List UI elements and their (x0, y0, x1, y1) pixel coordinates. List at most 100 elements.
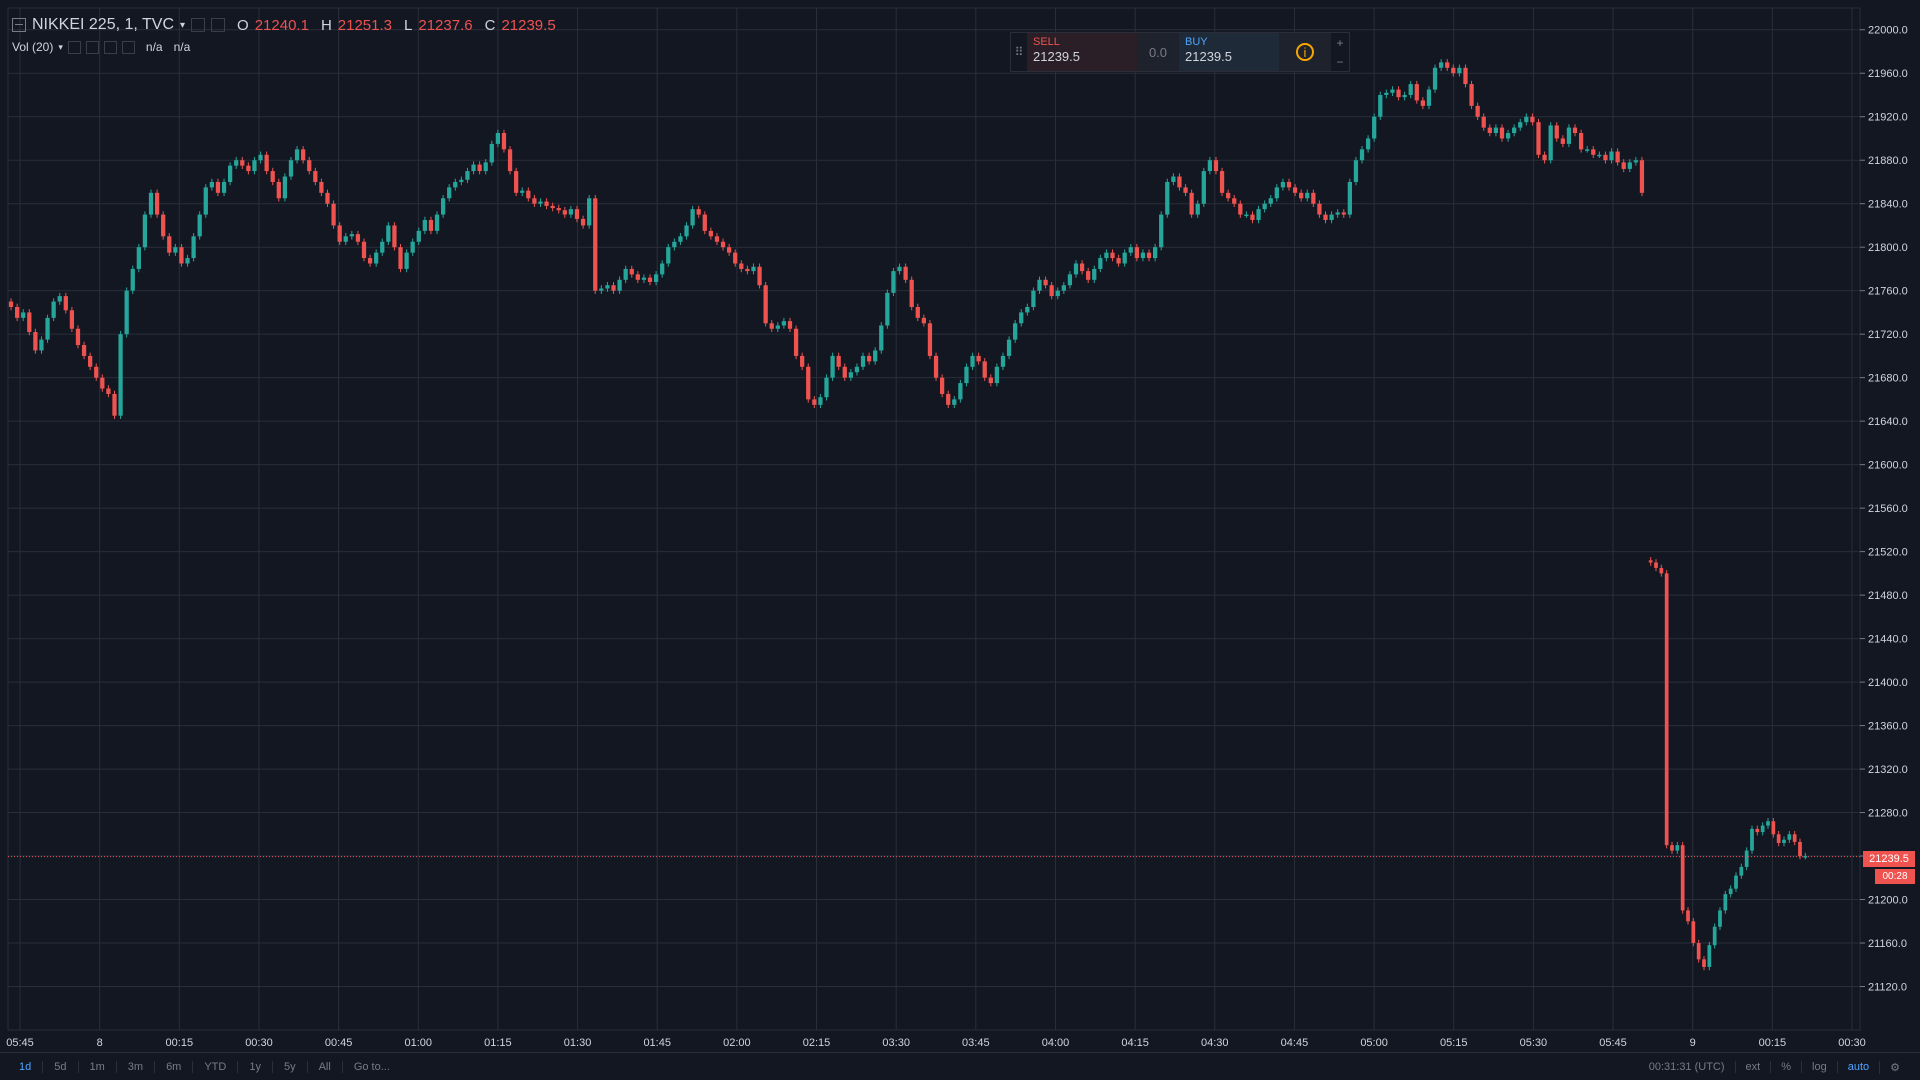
candle-body (1116, 258, 1121, 264)
candle-body (1542, 154, 1547, 161)
x-tick-label: 02:15 (803, 1037, 831, 1049)
volume-label[interactable]: Vol (20) (12, 40, 54, 54)
candle-body (1359, 149, 1365, 161)
candle-body (325, 192, 330, 204)
candle-body (1159, 214, 1164, 248)
candle-body (672, 241, 677, 248)
close-icon[interactable] (121, 40, 135, 54)
candle-body (1268, 198, 1273, 204)
candle-body (313, 171, 318, 182)
candle-body (1445, 62, 1450, 68)
candle-body (301, 149, 306, 161)
candle-body (909, 279, 914, 307)
candle-body (1286, 181, 1292, 188)
candle-body (1384, 92, 1389, 95)
candle-body (1207, 160, 1213, 172)
candle-body (1426, 89, 1432, 106)
candle-body (246, 165, 251, 172)
candle-body (240, 160, 245, 166)
symbol-title[interactable]: NIKKEI 225, 1, TVC (32, 16, 174, 33)
eye-icon[interactable] (191, 18, 206, 32)
candle-body (605, 285, 610, 289)
candle-body (885, 292, 890, 326)
candle-body (307, 160, 312, 172)
candle-body (1049, 285, 1054, 297)
y-tick-label: 21680.0 (1868, 373, 1908, 385)
candle-body (982, 361, 987, 378)
candle-body (1396, 89, 1401, 98)
low-value: 21237.6 (418, 16, 473, 34)
candle-body (161, 214, 166, 237)
y-tick-label: 21400.0 (1868, 677, 1908, 689)
settings-icon[interactable] (211, 18, 226, 32)
range-1d[interactable]: 1d (8, 1061, 44, 1073)
x-tick-label: 8 (97, 1037, 103, 1049)
candle-body (1560, 138, 1565, 144)
candle-body (690, 209, 695, 226)
range-all[interactable]: All (308, 1061, 343, 1073)
y-tick-label: 21960.0 (1868, 68, 1908, 80)
x-tick-label: 9 (1690, 1037, 1696, 1049)
settings-icon[interactable] (85, 40, 99, 54)
x-tick-label: 05:45 (6, 1037, 34, 1049)
candle-body (1347, 181, 1352, 215)
candle-body (386, 225, 391, 242)
range-5y[interactable]: 5y (273, 1061, 308, 1073)
candle-body (781, 321, 787, 326)
range-goto[interactable]: Go to... (353, 1061, 390, 1073)
candle-body (1013, 323, 1018, 340)
candle-body (538, 201, 543, 204)
info-button[interactable]: i (1279, 33, 1331, 71)
collapse-icon[interactable] (12, 18, 26, 32)
add-icon[interactable] (103, 40, 117, 54)
range-6m[interactable]: 6m (155, 1061, 194, 1073)
candle-body (501, 133, 507, 150)
chevron-down-icon[interactable]: ▾ (180, 19, 186, 31)
candle-body (757, 266, 762, 286)
log-scale-toggle[interactable]: log (1801, 1061, 1837, 1073)
range-ytd[interactable]: YTD (193, 1061, 239, 1073)
drag-handle-icon[interactable]: ⠿ (1011, 33, 1027, 71)
utc-clock[interactable]: 00:31:31 (UTC) (1648, 1061, 1725, 1073)
candle-body (842, 366, 847, 378)
eye-icon[interactable] (67, 40, 81, 54)
range-3m[interactable]: 3m (117, 1061, 156, 1073)
auto-scale-toggle[interactable]: auto (1836, 1061, 1879, 1073)
candle-body (1086, 271, 1091, 280)
candle-body (927, 323, 933, 356)
candle-body (252, 160, 257, 172)
candle-body (800, 355, 805, 367)
percent-scale-toggle[interactable]: % (1770, 1061, 1801, 1073)
candle-body (1402, 94, 1407, 98)
ext-hours-toggle[interactable]: ext (1734, 1061, 1771, 1073)
range-1m[interactable]: 1m (79, 1061, 117, 1073)
candle-body (891, 271, 896, 293)
candle-body (1524, 116, 1529, 123)
candle-body (75, 328, 81, 346)
spread-value: 0.0 (1137, 33, 1179, 71)
buy-button[interactable]: BUY 21239.5 (1179, 33, 1279, 71)
chevron-down-icon[interactable]: ▾ (58, 41, 63, 52)
sell-button[interactable]: SELL 21239.5 (1027, 33, 1137, 71)
candle-body (404, 252, 409, 269)
candle-body (599, 288, 604, 291)
minus-icon[interactable]: − (1336, 54, 1344, 69)
candle-body (465, 171, 470, 180)
candle-body (380, 241, 385, 253)
candle-body (988, 377, 993, 384)
candle-body (1530, 116, 1535, 123)
range-5d[interactable]: 5d (43, 1061, 79, 1073)
candle-body (14, 306, 20, 318)
candle-body (440, 198, 446, 215)
candle-body (1585, 149, 1590, 151)
candle-body (45, 317, 50, 340)
gear-icon[interactable]: ⚙ (1879, 1060, 1910, 1074)
candle-body (410, 241, 415, 253)
plus-icon[interactable]: + (1336, 35, 1344, 50)
candle-body (952, 399, 957, 405)
candle-body (921, 317, 926, 324)
candle-body (568, 209, 574, 215)
quantity-stepper[interactable]: + − (1331, 33, 1349, 71)
range-1y[interactable]: 1y (238, 1061, 273, 1073)
